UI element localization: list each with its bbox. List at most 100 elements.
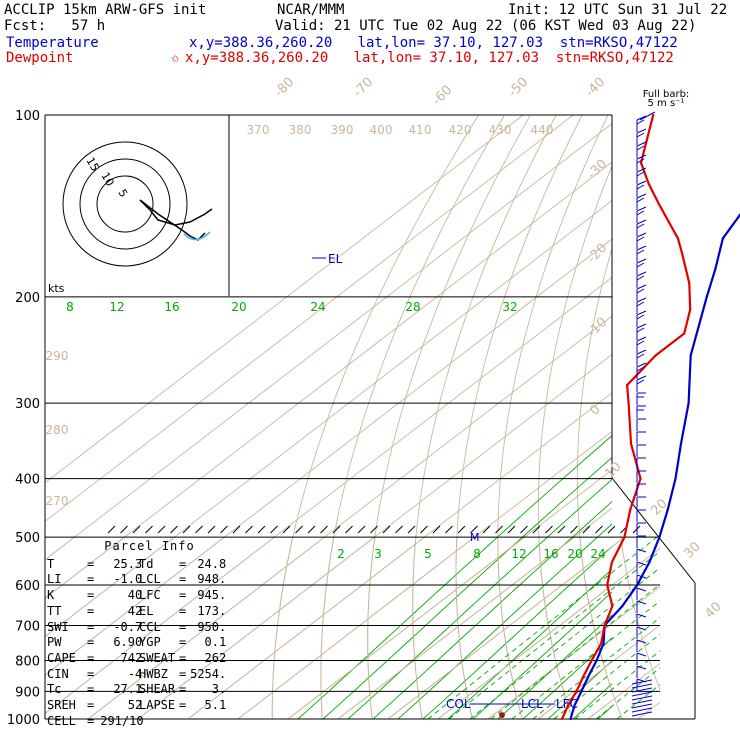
barb-legend-title: Full barb: <box>643 89 690 100</box>
parcel-info-value: 262 <box>204 650 227 665</box>
dry-adiabat <box>722 115 740 719</box>
parcel-info-value: 3. <box>211 682 227 697</box>
dewpoint-point <box>606 583 609 587</box>
hatch-mark <box>232 525 241 534</box>
model-title: ACCLIP 15km ARW-GFS init <box>4 2 207 18</box>
wind-barb <box>636 275 645 281</box>
wind-barb <box>636 167 647 173</box>
hatch-mark <box>595 525 603 534</box>
parcel-info-cell: SREH = 52 <box>47 698 142 714</box>
isotherm-label: -20 <box>585 241 611 267</box>
wind-barb <box>636 561 647 566</box>
dewpoint-point <box>610 561 614 564</box>
pressure-label: 400 <box>15 473 40 488</box>
temperature-point <box>679 442 683 445</box>
parcel-info-value: 173. <box>197 603 227 618</box>
mixing-ratio-label: 20 <box>567 547 582 561</box>
wind-barb <box>636 219 647 225</box>
parcel-info-key: SWI <box>47 619 69 634</box>
hatch-mark <box>320 525 328 534</box>
parcel-info-value: 945. <box>197 588 227 603</box>
mixing-ratio-line <box>553 633 660 719</box>
wind-barb <box>636 284 647 290</box>
parcel-info-cell: SHEAR = 3. <box>139 682 232 698</box>
hatch-mark <box>507 525 516 534</box>
parcel-info-cell: T = 25.3 <box>47 557 142 573</box>
parcel-info-equals: = <box>87 635 95 650</box>
wind-barb <box>636 262 645 268</box>
parcel-info-cell: K = 40 <box>47 588 143 604</box>
pressure-label: 200 <box>15 291 40 306</box>
mixing-ratio-line <box>574 650 660 719</box>
hatch-mark <box>395 525 403 534</box>
parcel-info-key: CAPE <box>47 650 76 665</box>
parcel-info-key: Td <box>139 556 154 571</box>
parcel-info-row: TT = 42 EL = 173. <box>47 604 232 620</box>
wind-barb <box>636 210 645 216</box>
hatch-mark <box>520 525 528 534</box>
dewpoint-line <box>560 114 692 720</box>
mixing-ratio-label: 16 <box>164 300 179 314</box>
isotherm-line <box>688 115 740 719</box>
hatch-mark <box>607 525 616 534</box>
isotherm-line <box>638 115 740 719</box>
m-label: M <box>470 531 480 544</box>
barb-legend-units: 5 m s⁻¹ <box>648 98 685 109</box>
parcel-info-key: EL <box>139 603 154 618</box>
parcel-info-equals: = <box>87 650 95 665</box>
mixing-ratio-line <box>616 683 660 719</box>
wind-barb <box>636 288 645 294</box>
hatch-mark <box>295 525 303 534</box>
dewpoint-point <box>611 604 614 608</box>
mixing-ratio-label: 12 <box>109 300 124 314</box>
isotherm-line <box>437 547 660 719</box>
isotherm-line <box>45 536 277 715</box>
parcel-info-value: 27.1 <box>113 682 143 697</box>
wind-barb <box>636 132 645 138</box>
surface-marker <box>499 712 505 718</box>
mixing-ratio-line <box>448 550 660 719</box>
wind-barbs <box>631 111 656 717</box>
hatch-mark <box>120 525 128 534</box>
parcel-info-cell: SWI = -0.7 <box>47 619 142 636</box>
parcel-info-equals: = <box>179 603 187 618</box>
dewpoint-point <box>590 659 593 662</box>
wind-barb <box>636 245 647 251</box>
mixing-ratio-label: 8 <box>66 300 74 314</box>
wind-barb <box>636 665 647 670</box>
moist-adiabat <box>472 591 612 719</box>
moist-adiabat <box>497 614 612 719</box>
parcel-info-key: K <box>47 588 55 603</box>
lcl-label: LCL <box>521 697 543 711</box>
parcel-info-panel: Parcel Info T = 25.3 Td = 24.8 LI = -1.0 LCL = 948.… <box>47 539 232 729</box>
dry-adiabat <box>620 536 660 691</box>
wind-barb <box>639 111 656 121</box>
temperature-point <box>721 237 725 240</box>
mixing-ratio-label: 24 <box>590 547 605 561</box>
hatch-mark <box>207 525 216 534</box>
parcel-info-equals: = <box>179 556 187 571</box>
moist-adiabat <box>673 269 740 719</box>
hatch-mark <box>432 525 441 534</box>
hodograph-ring <box>79 158 171 250</box>
mixing-ratio-label: 20 <box>231 300 246 314</box>
wind-barb <box>636 652 647 657</box>
source-label: NCAR/MMM <box>277 2 345 18</box>
dewpoint-point <box>603 624 606 627</box>
dry-adiabat <box>537 164 612 719</box>
parcel-info-equals: = <box>179 635 187 650</box>
parcel-info-value: 42 <box>127 603 143 618</box>
parcel-info-value: 40 <box>127 588 143 603</box>
wind-barb <box>636 115 647 121</box>
isotherm-line <box>187 536 427 719</box>
parcel-info-equals: = <box>87 713 95 728</box>
wind-barb <box>636 236 645 242</box>
moist-adiabat <box>422 545 612 719</box>
parcel-info-equals: = <box>179 682 187 697</box>
isotherm-label: 0 <box>587 402 603 418</box>
wind-barb <box>636 379 645 385</box>
parcel-info-cell: CIN = -4 <box>47 667 142 683</box>
isotherm-line <box>45 115 574 522</box>
hatch-mark <box>182 525 191 534</box>
wind-barb <box>631 679 653 685</box>
